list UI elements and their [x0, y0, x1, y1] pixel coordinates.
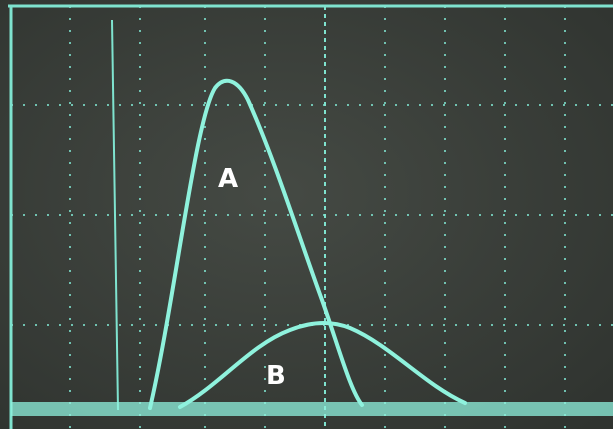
baseline-trace: [11, 402, 613, 416]
screen: [0, 0, 613, 429]
trace-label: B: [266, 361, 286, 391]
trace-label: A: [218, 164, 238, 194]
oscilloscope-photo: A B: [0, 0, 613, 429]
